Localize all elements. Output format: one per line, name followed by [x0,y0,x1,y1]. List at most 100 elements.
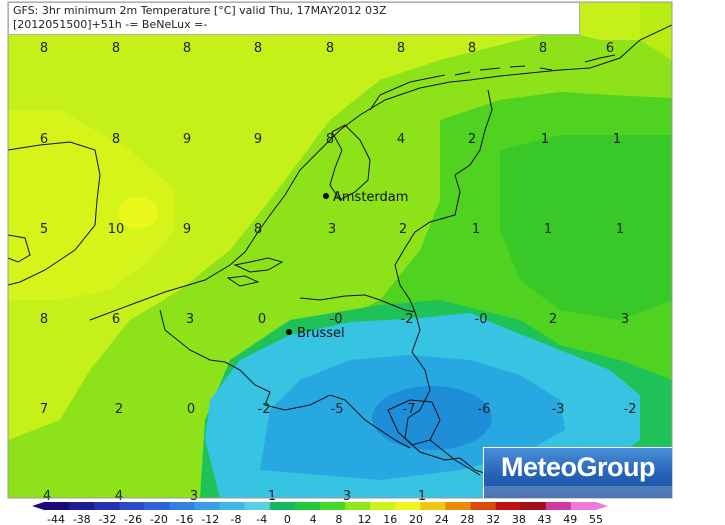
city-marker [323,193,329,199]
legend-swatch [345,502,371,510]
grid-value: 8 [326,41,334,56]
grid-value: 1 [268,489,276,504]
grid-value: -6 [478,402,491,417]
legend-tick-label: 12 [358,513,372,525]
grid-value: 4 [397,132,405,147]
grid-value: -7 [403,402,416,417]
legend-swatch [219,502,246,510]
legend-swatch [545,502,572,510]
legend-swatch [294,502,321,510]
grid-value: 8 [539,41,547,56]
legend-swatch [570,502,597,510]
legend-tick-label: -20 [150,513,168,525]
grid-value: 4 [115,489,123,504]
legend-swatch [244,502,271,510]
grid-value: 3 [190,489,198,504]
grid-value: 9 [183,132,191,147]
legend-tick-label: -16 [176,513,194,525]
legend-arrow-right [596,502,608,510]
grid-value: 8 [112,132,120,147]
grid-value: 6 [40,132,48,147]
grid-value: -0 [475,312,488,327]
grid-value: 3 [621,312,629,327]
legend-arrow-left [32,502,44,510]
legend-tick-label: 43 [538,513,552,525]
grid-value: 8 [254,222,262,237]
grid-value: 8 [468,41,476,56]
grid-value: -2 [258,402,271,417]
legend-tick-label: 49 [563,513,577,525]
legend-swatch [119,502,145,510]
grid-value: 8 [40,312,48,327]
grid-value: 9 [254,132,262,147]
legend-swatch [269,502,296,510]
grid-value: 2 [549,312,557,327]
legend-tick-label: -4 [256,513,267,525]
legend-swatch [420,502,446,510]
legend-tick-label: -44 [47,513,65,525]
city-brussel: Brussel [286,326,345,341]
grid-value: 1 [418,489,426,504]
legend-swatch [370,502,396,510]
grid-value: 7 [40,402,48,417]
grid-value: 6 [606,41,614,56]
grid-value: 3 [186,312,194,327]
grid-value: 8 [326,132,334,147]
legend-swatch [194,502,221,510]
grid-value: 1 [541,132,549,147]
grid-value: 5 [40,222,48,237]
legend-tick-label: 20 [409,513,423,525]
temperature-field [8,2,672,498]
grid-value: 8 [112,41,120,56]
legend-swatch [69,502,95,510]
grid-value: 1 [472,222,480,237]
grid-value: 8 [397,41,405,56]
grid-value: -2 [401,312,414,327]
legend-swatch [395,502,421,510]
grid-value: -5 [331,402,344,417]
legend-swatch [44,502,70,510]
meteogroup-logo: MeteoGroup [483,447,672,498]
legend-swatch [470,502,497,510]
grid-value: 3 [328,222,336,237]
legend-tick-label: 8 [335,513,342,525]
city-label: Amsterdam [333,190,408,205]
city-amsterdam: Amsterdam [323,190,408,205]
grid-value: 10 [108,222,125,237]
map-title: GFS: 3hr minimum 2m Temperature [°C] val… [8,2,580,35]
legend-tick-label: 32 [486,513,500,525]
grid-value: -0 [330,312,343,327]
legend-tick-label: 28 [460,513,474,525]
legend-swatch [169,502,196,510]
legend-swatch [320,502,346,510]
grid-value: 1 [616,222,624,237]
legend-swatch [445,502,472,510]
city-label: Brussel [297,326,345,341]
legend-swatch [520,502,547,510]
legend-tick-label: -12 [201,513,219,525]
grid-value: 2 [115,402,123,417]
grid-value: 3 [343,489,351,504]
grid-value: 9 [183,222,191,237]
legend-tick-label: -26 [124,513,142,525]
grid-value: -3 [552,402,565,417]
title-line-2: [2012051500]+51h -= BeNeLux =- [13,18,208,31]
legend-tick-label: 55 [589,513,603,525]
grid-value: 0 [187,402,195,417]
legend-tick-label: -8 [231,513,242,525]
title-line-1: GFS: 3hr minimum 2m Temperature [°C] val… [13,4,387,17]
grid-value: 8 [40,41,48,56]
grid-value: 2 [399,222,407,237]
grid-value: 4 [43,489,51,504]
grid-values: 8 8 8 8 8 8 8 8 6 6 8 9 9 8 4 2 1 1 5 10… [40,41,637,504]
grid-value: 8 [183,41,191,56]
logo-text: MeteoGroup [501,452,656,482]
legend-tick-label: 24 [435,513,449,525]
grid-value: 6 [112,312,120,327]
legend-tick-label: 38 [512,513,526,525]
legend-tick-label: -32 [98,513,116,525]
grid-value: 1 [544,222,552,237]
city-marker [286,329,292,335]
grid-value: 2 [468,132,476,147]
legend-swatch [495,502,522,510]
